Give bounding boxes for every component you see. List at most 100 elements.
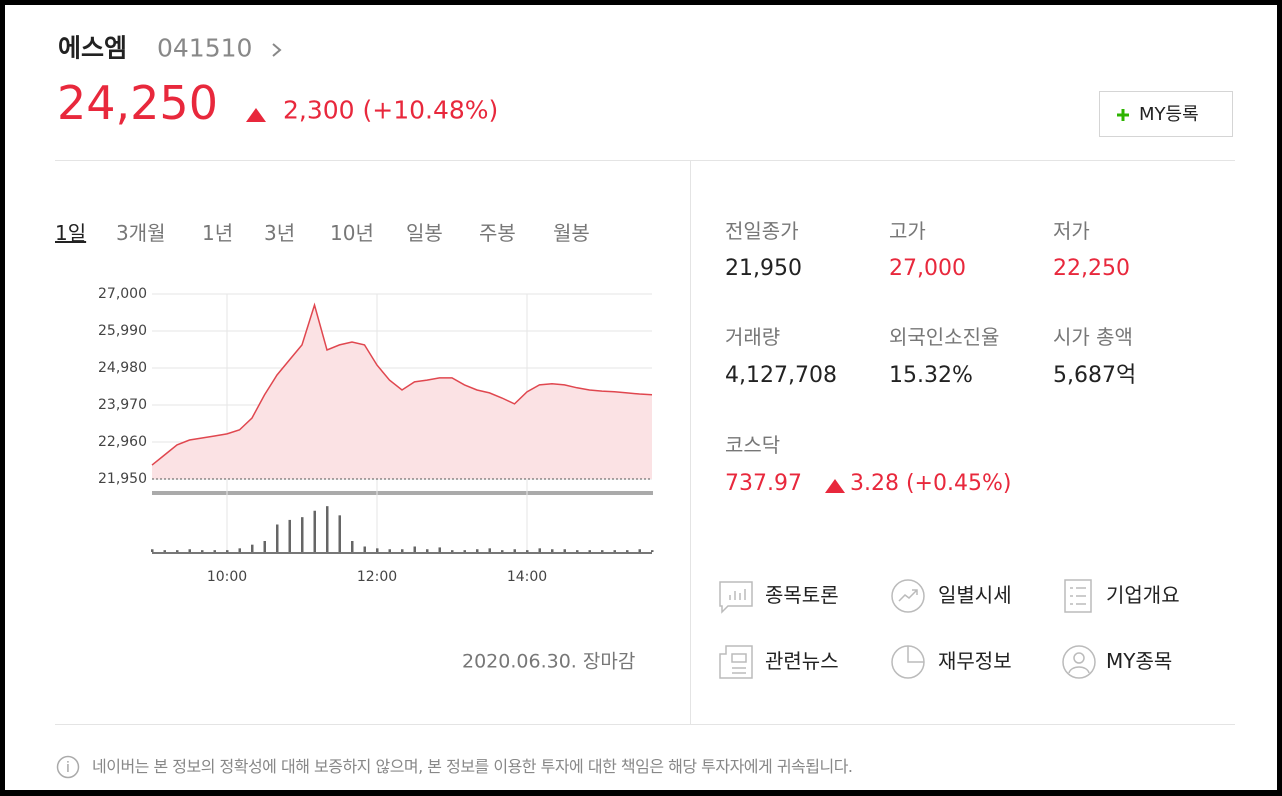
volume-bar [351,541,354,552]
finance-icon [891,645,925,679]
volume-bar [613,550,616,552]
company-icon [1064,579,1092,613]
info-icon: i [56,755,80,779]
stock-name[interactable]: 에스엠 [58,33,128,63]
volume-bar [413,546,416,552]
volume-bar [213,550,216,552]
volume-bar [476,549,479,552]
chart-separator [152,491,653,495]
index-name: 코스닥 [725,433,781,457]
volume-bar [363,546,366,552]
volume-bar [451,550,454,552]
period-tab[interactable]: 3개월 [116,221,166,245]
plus-icon [1117,109,1129,121]
volume-bar [576,550,579,552]
menu-link[interactable]: MY종목 [1106,649,1173,673]
volume-bar [538,548,541,552]
menu-link[interactable]: 종목토론 [765,583,839,607]
volume-bar [251,544,254,552]
period-tab[interactable]: 1일 [55,221,87,245]
volume-bar [263,541,266,552]
chart-date: 2020.06.30. 장마감 [462,650,636,673]
volume-bar [651,550,654,552]
menu-link[interactable]: 기업개요 [1106,583,1180,607]
stat-value: 4,127,708 [725,363,837,388]
y-tick-label: 25,990 [98,323,147,339]
volume-bar [513,549,516,552]
my-register-label: MY등록 [1139,104,1199,125]
menu-link[interactable]: 일별시세 [938,583,1012,607]
stat-value: 21,950 [725,256,802,281]
x-tick-label: 10:00 [207,569,247,585]
discussion-icon [719,581,753,614]
stat-value: 27,000 [889,256,966,281]
volume-bar [176,550,179,552]
y-tick-label: 21,950 [98,471,147,487]
daily-price-icon [891,579,925,613]
svg-text:i: i [66,760,70,776]
stock-code: 041510 [157,33,253,63]
current-price: 24,250 [57,76,218,130]
menu-link[interactable]: 관련뉴스 [765,649,839,673]
period-tab[interactable]: 일봉 [406,221,443,245]
period-tab[interactable]: 주봉 [479,221,516,245]
more-arrow[interactable] [270,42,284,58]
volume-bar [563,549,566,552]
index-value: 737.97 [725,471,802,496]
volume-bar [188,549,191,552]
y-tick-label: 24,980 [98,360,147,376]
period-tab[interactable]: 3년 [264,221,296,245]
volume-bar [638,549,641,552]
stat-label: 외국인소진율 [889,325,1000,349]
volume-bar [501,550,504,552]
volume-bar [601,550,604,552]
stat-label: 고가 [889,219,926,243]
stat-label: 거래량 [725,325,781,349]
up-triangle [246,108,266,122]
divider [55,160,1235,161]
stat-value: 22,250 [1053,256,1130,281]
price-line [151,302,653,466]
volume-bar [588,550,591,552]
volume-bar [376,548,379,552]
stat-label: 시가 총액 [1053,325,1133,349]
stat-label: 저가 [1053,219,1090,243]
volume-bar [463,550,466,552]
divider [55,724,1235,725]
divider [690,161,691,724]
price-chart: 27,000 25,990 24,980 23,970 22,960 21,950 10:0… [98,286,654,585]
period-tab[interactable]: 1년 [202,221,234,245]
news-icon [719,645,753,679]
volume-bar [626,550,629,552]
volume-bar [151,549,154,552]
volume-bar [301,517,304,552]
volume-bar [276,524,279,552]
x-tick-label: 12:00 [357,569,397,585]
volume-bar [438,547,441,552]
my-register-button[interactable]: MY등록 [1099,91,1233,137]
volume-bar [238,548,241,552]
period-tab[interactable]: 월봉 [553,221,590,245]
volume-bar [426,549,429,552]
price-area [152,305,652,479]
y-tick-label: 27,000 [98,286,147,302]
volume-bar [338,515,341,552]
y-tick-label: 23,970 [98,397,147,413]
volume-bar [201,550,204,552]
volume-bar [488,548,491,552]
stat-value: 15.32% [889,363,973,388]
volume-bar [526,550,529,552]
volume-bar [326,506,329,552]
x-tick-label: 14:00 [507,569,547,585]
volume-bar [551,549,554,552]
period-tab[interactable]: 10년 [330,221,374,245]
price-change: 2,300 (+10.48%) [283,95,499,125]
notice: 네이버는 본 정보의 정확성에 대해 보증하지 않으며, 본 정보를 이용한 투… [92,757,853,776]
volume-bar [288,519,291,552]
stat-label: 전일종가 [725,219,799,243]
menu-link[interactable]: 재무정보 [938,649,1012,673]
volume-bar [226,550,229,552]
my-stock-icon [1062,645,1096,679]
stat-value: 5,687억 [1053,363,1137,388]
